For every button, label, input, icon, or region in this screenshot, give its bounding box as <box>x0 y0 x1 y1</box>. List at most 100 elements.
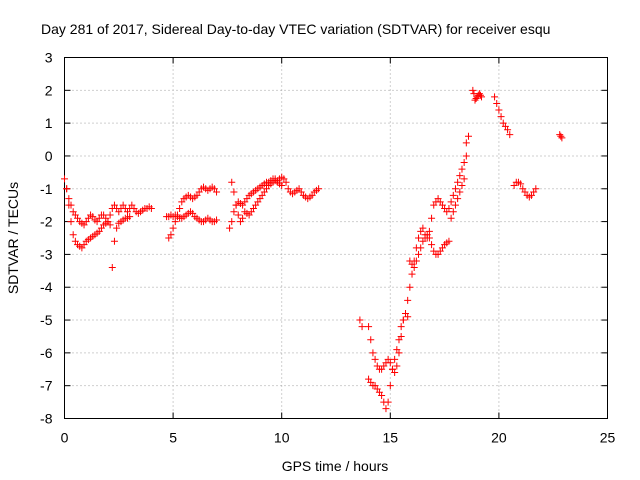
x-axis-label: GPS time / hours <box>282 458 389 474</box>
data-point <box>447 214 455 222</box>
data-point <box>399 316 407 324</box>
data-point <box>458 165 466 173</box>
data-point <box>408 270 416 278</box>
data-point <box>69 231 77 239</box>
y-tick-label: -8 <box>40 411 53 427</box>
data-point <box>384 398 392 406</box>
data-point <box>391 369 399 377</box>
y-tick-label: 2 <box>45 82 53 98</box>
x-tick-label: 10 <box>274 430 290 446</box>
axis-ticks <box>64 57 608 419</box>
y-tick-label: -5 <box>40 312 53 328</box>
data-point <box>425 234 433 242</box>
data-point <box>234 211 242 219</box>
data-point <box>406 283 414 291</box>
data-point <box>232 201 240 209</box>
data-point <box>491 93 499 101</box>
data-point <box>410 264 418 272</box>
data-point <box>517 180 525 188</box>
data-point <box>449 208 457 216</box>
data-point <box>462 152 470 160</box>
data-point <box>228 178 236 186</box>
data-point <box>106 221 114 229</box>
data-point <box>113 224 121 232</box>
data-point <box>447 198 455 206</box>
data-point <box>404 296 412 304</box>
data-point <box>504 126 512 134</box>
grid-lines <box>64 57 608 419</box>
series-arc10 <box>491 93 514 139</box>
x-tick-label: 15 <box>383 430 399 446</box>
data-point <box>419 224 427 232</box>
data-point <box>456 188 464 196</box>
data-point <box>171 218 179 226</box>
data-point <box>65 195 73 203</box>
data-point <box>147 204 155 212</box>
series-arc11 <box>510 178 540 201</box>
y-tick-label: 1 <box>45 115 53 131</box>
data-point <box>417 244 425 252</box>
y-tick-label: 3 <box>45 50 53 66</box>
series-arc12 <box>556 131 566 142</box>
data-point <box>365 323 373 331</box>
data-point <box>176 204 184 212</box>
x-tick-label: 0 <box>61 430 69 446</box>
x-tick-label: 25 <box>600 430 616 446</box>
series-arc4 <box>165 183 221 242</box>
data-point <box>462 139 470 147</box>
data-point <box>451 201 459 209</box>
data-point <box>493 99 501 107</box>
data-point <box>415 250 423 258</box>
data-point <box>213 216 221 224</box>
data-point <box>404 313 412 321</box>
y-axis-label: SDTVAR / TECUs <box>5 182 21 294</box>
data-point <box>478 93 486 101</box>
series-arc9 <box>462 86 486 147</box>
data-point <box>449 191 457 199</box>
data-point <box>358 323 366 331</box>
series-arc7 <box>356 152 470 413</box>
y-tick-label: -1 <box>40 181 53 197</box>
data-point <box>532 185 540 193</box>
data-point <box>378 392 386 400</box>
data-point <box>393 362 401 370</box>
data-point <box>226 224 234 232</box>
data-point <box>445 204 453 212</box>
data-point <box>395 349 403 357</box>
chart-title: Day 281 of 2017, Sidereal Day-to-day VTE… <box>41 21 550 37</box>
data-point <box>356 316 364 324</box>
series-arc3 <box>163 208 221 226</box>
x-tick-label: 20 <box>491 430 507 446</box>
data-point <box>382 405 390 413</box>
data-point <box>108 264 116 272</box>
data-point <box>464 132 472 140</box>
data-point <box>230 208 238 216</box>
data-point <box>412 257 420 265</box>
data-point <box>456 172 464 180</box>
data-point <box>506 131 514 139</box>
data-point <box>445 237 453 245</box>
y-tick-labels: 3 2 1 0 -1 -2 -3 -4 -5 -6 -7 -8 <box>40 50 53 427</box>
data-point <box>315 185 323 193</box>
data-point <box>367 336 375 344</box>
data-points <box>61 86 566 413</box>
y-tick-label: 0 <box>45 148 53 164</box>
data-point <box>371 355 379 363</box>
data-point <box>454 195 462 203</box>
data-point <box>469 86 477 94</box>
data-point <box>369 349 377 357</box>
data-point <box>397 332 405 340</box>
x-tick-labels: 0 5 10 15 20 25 <box>61 430 616 446</box>
data-point <box>213 188 221 196</box>
data-point <box>67 218 75 226</box>
data-point <box>228 218 236 226</box>
data-point <box>282 178 290 186</box>
y-tick-label: -6 <box>40 345 53 361</box>
data-point <box>278 181 286 189</box>
y-tick-label: -7 <box>40 378 53 394</box>
data-point <box>169 224 177 232</box>
data-point <box>557 132 565 140</box>
data-point <box>106 211 114 219</box>
data-point <box>458 181 466 189</box>
